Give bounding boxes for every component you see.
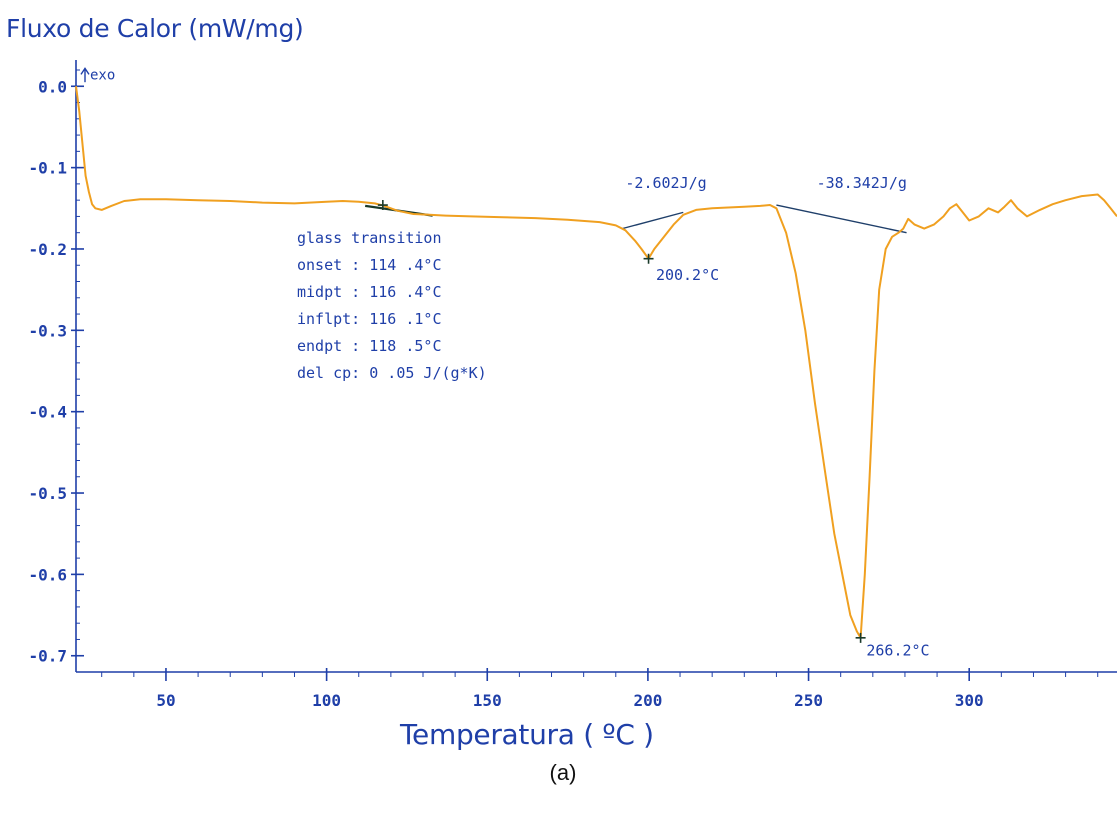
glass-transition-line: inflpt: 116 .1°C [297,310,442,328]
peak2-energy-label: -38.342J/g [817,174,907,192]
glass-transition-line: endpt : 118 .5°C [297,337,442,355]
exo-arrowhead-icon [80,67,90,75]
y-tick-label: 0.0 [38,77,67,96]
x-tick-label: 150 [473,691,502,710]
x-tick-label: 50 [156,691,175,710]
annotations: -2.602J/g 200.2°C -38.342J/g 266.2°C glass t… [297,174,930,660]
series-line [75,86,1117,639]
x-axis-title: Temperatura ( ºC ) [400,718,654,751]
series-curves [75,86,1117,639]
axes: 0.0 -0.1 -0.2 -0.3 -0.4 -0.5 -0.6 -0.7 50 100 150 2… [28,60,1117,710]
y-tick-label: -0.7 [28,647,67,666]
peak-marker [377,200,388,211]
glass-transition-line: midpt : 116 .4°C [297,283,442,301]
y-tick-label: -0.6 [28,565,67,584]
glass-transition-line: del cp: 0 .05 J/(g*K) [297,364,487,382]
x-tick-label: 100 [312,691,341,710]
x-tick-label: 300 [955,691,984,710]
x-tick-label: 200 [633,691,662,710]
peak1-temp-label: 200.2°C [656,266,719,284]
x-tick-label: 250 [794,691,823,710]
y-tick-label: -0.3 [28,321,67,340]
peak-baseline [776,204,907,234]
figure-caption: (a) [549,760,577,785]
peak-markers [377,200,866,643]
y-tick-label: -0.2 [28,240,67,259]
y-axis-title: Fluxo de Calor (mW/mg) [6,14,304,43]
peak-baselines [365,204,907,234]
peak-baseline [622,211,684,230]
peak2-temp-label: 266.2°C [866,642,929,660]
y-tick-label: -0.4 [28,403,67,422]
y-tick-label: -0.5 [28,484,67,503]
exo-label: exo [90,67,115,83]
peak-marker [643,253,654,264]
glass-transition-line: glass transition [297,229,442,247]
glass-transition-line: onset : 114 .4°C [297,256,442,274]
y-tick-label: -0.1 [28,159,67,178]
peak1-energy-label: -2.602J/g [625,174,706,192]
peak-marker [855,632,866,643]
